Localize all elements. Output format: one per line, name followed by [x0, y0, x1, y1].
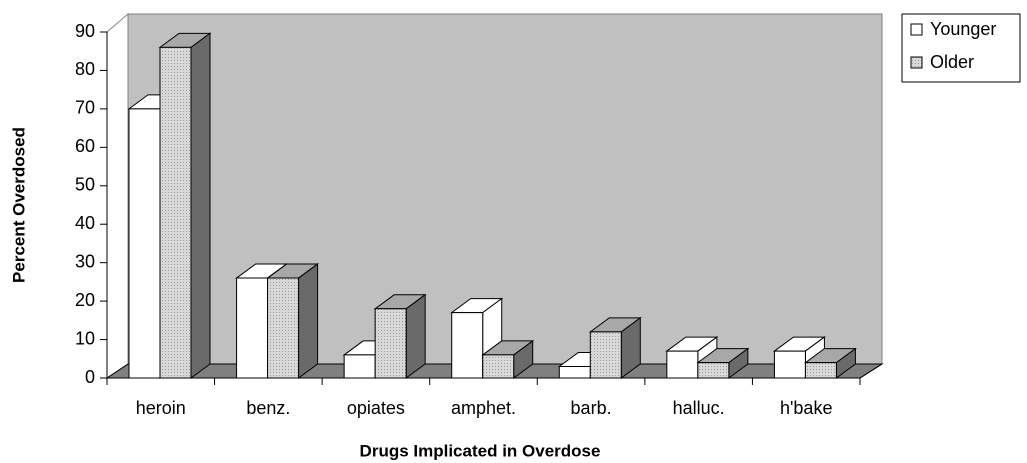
bar: [266, 263, 320, 379]
y-tick-label: 80: [75, 59, 95, 79]
bar: [803, 347, 857, 379]
bar-front: [236, 277, 269, 379]
legend-swatch: [910, 56, 923, 69]
y-tick-label: 70: [75, 98, 95, 118]
bar-front: [697, 362, 730, 379]
y-tick-label: 10: [75, 328, 95, 348]
bar-front: [666, 350, 699, 379]
y-tick-label: 50: [75, 175, 95, 195]
x-axis-title: Drugs Implicated in Overdose: [360, 441, 601, 460]
y-tick-label: 40: [75, 213, 95, 233]
legend-swatch: [910, 23, 923, 36]
bar-front: [482, 354, 515, 379]
x-tick-label: amphet.: [451, 398, 516, 418]
bar: [696, 347, 750, 379]
bar-side: [190, 32, 211, 379]
bar-front: [374, 308, 407, 379]
bar: [158, 32, 212, 379]
y-tick-label: 30: [75, 251, 95, 271]
side-wall: [106, 12, 129, 379]
x-tick-label: h'bake: [780, 398, 832, 418]
x-tick-label: halluc.: [673, 398, 725, 418]
bar: [481, 339, 535, 379]
bar-side: [298, 263, 319, 379]
x-tick-label: heroin: [136, 398, 186, 418]
bar: [373, 293, 427, 379]
bar-front: [804, 362, 837, 379]
bar-front: [128, 108, 161, 379]
bar-side: [405, 293, 426, 379]
bar-front: [773, 350, 806, 379]
legend-label: Younger: [930, 19, 996, 39]
y-axis-title: Percent Overdosed: [9, 127, 28, 283]
bar-front: [159, 46, 192, 379]
x-axis-depth: [859, 363, 883, 379]
legend-label: Older: [930, 52, 974, 72]
bar-front: [267, 277, 300, 379]
bar-front: [451, 312, 484, 379]
x-tick-label: benz.: [246, 398, 290, 418]
x-tick-label: opiates: [347, 398, 405, 418]
bar-front: [343, 354, 376, 379]
bar: [588, 316, 642, 379]
bar-front: [558, 365, 591, 379]
y-tick-label: 20: [75, 290, 95, 310]
y-tick-label: 0: [85, 367, 95, 387]
x-tick-label: barb.: [571, 398, 612, 418]
y-tick-label: 60: [75, 136, 95, 156]
y-tick-label: 90: [75, 21, 95, 41]
bar-front: [589, 331, 622, 379]
